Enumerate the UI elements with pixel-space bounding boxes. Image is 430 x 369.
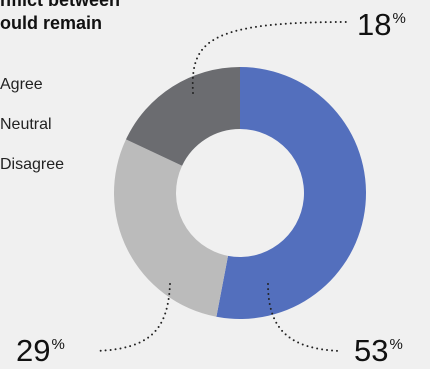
leader-line-neutral [95, 283, 171, 352]
slice-label-neutral: 29% [16, 335, 65, 366]
slice-label-neutral-unit: % [51, 336, 65, 353]
slice-neutral [113, 139, 229, 317]
slice-label-disagree-value: 18 [357, 7, 392, 42]
slice-disagree [125, 67, 240, 166]
slice-label-agree: 53% [354, 335, 403, 366]
leader-line-disagree [191, 21, 349, 94]
legend-item-agree: Agree [0, 76, 43, 93]
legend: Agree Neutral Disagree [0, 74, 64, 194]
chart-title-line-1: nflict between [0, 0, 121, 10]
slice-label-agree-unit: % [389, 336, 403, 353]
chart-title-line-2: ould remain [0, 13, 103, 33]
leader-line-agree [267, 283, 341, 352]
slice-label-neutral-value: 29 [16, 333, 51, 368]
slice-label-agree-value: 53 [354, 333, 389, 368]
slice-agree [216, 67, 367, 319]
legend-item-disagree: Disagree [0, 156, 65, 173]
slice-label-disagree-unit: % [392, 10, 406, 27]
legend-item-neutral: Neutral [0, 116, 52, 133]
chart-title: nflict between ould remain [0, 0, 120, 35]
slice-label-disagree: 18% [357, 9, 406, 40]
